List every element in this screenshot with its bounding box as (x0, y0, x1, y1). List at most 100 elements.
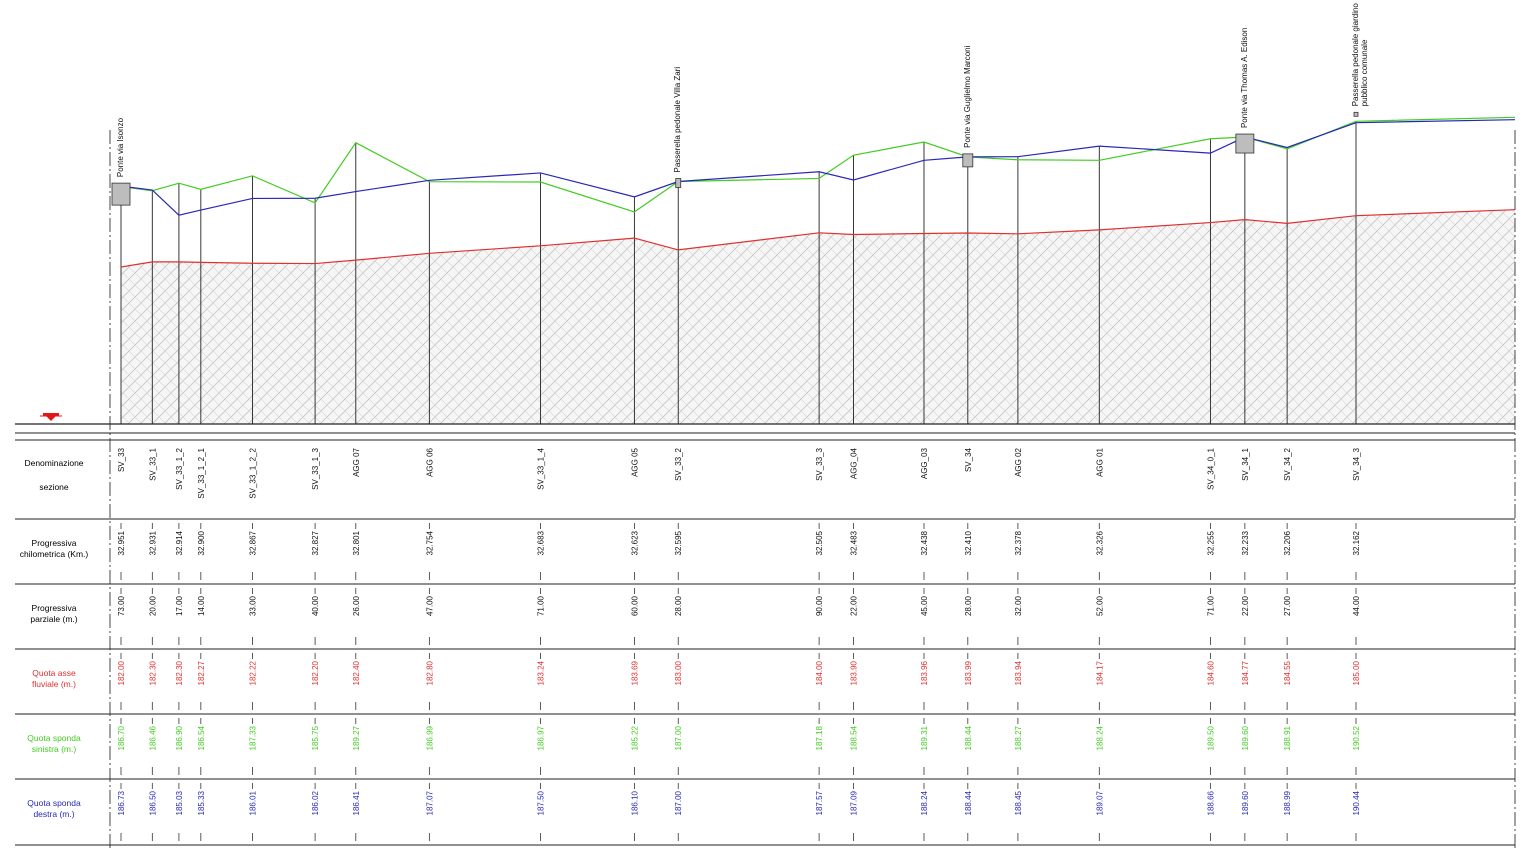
table-cell-sinistra: 188.54 (850, 725, 859, 750)
table-cell-sinistra: 189.31 (920, 725, 929, 750)
table-cell-asse: 182.30 (175, 660, 184, 685)
table-cell-parziale: 71.00 (1206, 595, 1215, 616)
table-cell-asse: 182.20 (311, 660, 320, 685)
table-cell-sinistra: 188.27 (1014, 725, 1023, 750)
table-cell-sinistra: 185.22 (630, 725, 639, 750)
structure-label: Ponte via Isonzo (116, 117, 125, 177)
table-cell-destra: 189.07 (1095, 790, 1104, 815)
table-cell-km: 32.438 (920, 530, 929, 555)
table-cell-name: SV_34 (964, 447, 973, 472)
row-label-line: chilometrica (Km.) (19, 549, 89, 559)
table-cell-name: SV_33 (117, 447, 126, 472)
table-cell-asse: 185.00 (1352, 660, 1361, 685)
table-cell-name: AGG 02 (1014, 447, 1023, 476)
table-cell-asse: 184.77 (1241, 660, 1250, 685)
table-cell-destra: 187.09 (850, 790, 859, 815)
table-cell-name: SV_34_0_1 (1206, 447, 1215, 489)
row-label-line: fluviale (m.) (32, 679, 76, 689)
table-cell-km: 32.505 (815, 530, 824, 555)
table-cell-sinistra: 188.24 (1095, 725, 1104, 750)
table-cell-parziale: 20.00 (148, 595, 157, 616)
table-cell-parziale: 28.00 (964, 595, 973, 616)
table-cell-parziale: 47.00 (425, 595, 434, 616)
table-cell-sinistra: 188.44 (964, 725, 973, 750)
table-cell-asse: 182.40 (352, 660, 361, 685)
structure-label: Passerella pedonale giardinopubblico com… (1351, 3, 1369, 107)
bridge-deck-icon (111, 182, 131, 206)
table-cell-km: 32.754 (425, 530, 434, 555)
table-cell-name: SV_33_2 (674, 447, 683, 480)
riverbed-ground-fill (121, 209, 1515, 424)
table-cell-destra: 187.57 (815, 790, 824, 815)
table-cell-sinistra: 186.97 (536, 725, 545, 750)
table-cell-parziale: 14.00 (197, 595, 206, 616)
table-cell-name: SV_33_1 (148, 447, 157, 480)
table-cell-km: 32.951 (117, 530, 126, 555)
table-cell-parziale: 52.00 (1095, 595, 1104, 616)
table-cell-parziale: 40.00 (311, 595, 320, 616)
table-cell-km: 32.683 (536, 530, 545, 555)
row-label-quota-asse: Quota asse fluviale (m.) (0, 668, 108, 690)
table-cell-km: 32.623 (630, 530, 639, 555)
table-cell-asse: 184.55 (1283, 660, 1292, 685)
table-cell-asse: 183.00 (674, 660, 683, 685)
row-label-line: Quota sponda (27, 733, 81, 743)
table-cell-destra: 185.03 (175, 790, 184, 815)
table-cell-name: SV_33_1_4 (536, 447, 545, 489)
table-cell-name: AGG 01 (1095, 447, 1104, 476)
table-cell-name: AGG_04 (850, 447, 859, 479)
table-cell-destra: 188.44 (964, 790, 973, 815)
table-cell-name: SV_34_3 (1352, 447, 1361, 480)
table-cell-km: 32.410 (964, 530, 973, 555)
table-cell-destra: 189.60 (1241, 790, 1250, 815)
table-cell-destra: 188.99 (1283, 790, 1292, 815)
table-cell-sinistra: 186.46 (148, 725, 157, 750)
row-label-line: Progressiva (31, 538, 77, 548)
structure-label: Passerella pedonale Villa Zari (673, 67, 682, 173)
table-cell-name: AGG 05 (630, 447, 639, 476)
thalweg-line (120, 209, 1516, 268)
row-label-quota-sinistra: Quota sponda sinistra (m.) (0, 733, 108, 755)
table-cell-sinistra: 190.52 (1352, 725, 1361, 750)
table-cell-parziale: 45.00 (920, 595, 929, 616)
table-cell-sinistra: 189.27 (352, 725, 361, 750)
table-cell-parziale: 27.00 (1283, 595, 1292, 616)
table-cell-sinistra: 187.33 (248, 725, 257, 750)
table-cell-parziale: 32.00 (1014, 595, 1023, 616)
table-cell-km: 32.162 (1352, 530, 1361, 555)
table-cell-asse: 184.00 (815, 660, 824, 685)
table-cell-name: SV_33_1_2_2 (248, 447, 257, 498)
table-cell-destra: 186.01 (248, 790, 257, 815)
table-cell-asse: 182.27 (197, 660, 206, 685)
table-cell-km: 32.378 (1014, 530, 1023, 555)
table-cell-sinistra: 187.00 (674, 725, 683, 750)
table-cell-name: AGG 07 (352, 447, 361, 476)
table-cell-destra: 188.66 (1206, 790, 1215, 815)
table-cell-km: 32.483 (850, 530, 859, 555)
table-cell-destra: 186.10 (630, 790, 639, 815)
table-cell-asse: 183.99 (964, 660, 973, 685)
table-cell-name: SV_33_1_2_1 (197, 447, 206, 498)
table-cell-destra: 186.50 (148, 790, 157, 815)
row-label-line: parziale (m.) (30, 614, 78, 624)
table-cell-km: 32.326 (1095, 530, 1104, 555)
table-cell-km: 32.914 (175, 530, 184, 555)
table-cell-name: SV_34_2 (1283, 447, 1292, 480)
table-cell-parziale: 71.00 (536, 595, 545, 616)
bridge-deck-icon (962, 153, 974, 168)
table-cell-km: 32.255 (1206, 530, 1215, 555)
table-cell-asse: 183.90 (850, 660, 859, 685)
table-cell-destra: 190.44 (1352, 790, 1361, 815)
row-label-line: Quota sponda (27, 798, 81, 808)
table-cell-asse: 182.22 (248, 660, 257, 685)
table-cell-km: 32.206 (1283, 530, 1292, 555)
table-cell-name: SV_33_1_2 (175, 447, 184, 489)
bridge-deck-icon (1353, 111, 1359, 117)
table-cell-sinistra: 186.99 (425, 725, 434, 750)
table-cell-name: SV_34_1 (1241, 447, 1250, 480)
structure-label: Ponte via Guglielmo Marconi (963, 45, 972, 147)
table-cell-name: SV_33_1_3 (311, 447, 320, 489)
table-cell-sinistra: 185.75 (311, 725, 320, 750)
table-cell-parziale: 73.00 (117, 595, 126, 616)
